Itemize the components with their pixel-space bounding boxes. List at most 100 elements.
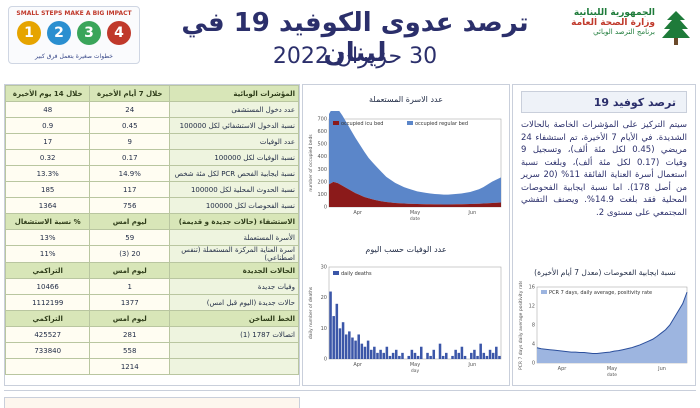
bar	[476, 355, 479, 359]
table-cell-label: عدد دخول المستشفى	[169, 101, 299, 118]
deaths-chart-title: عدد الوفيات حسب اليوم	[365, 245, 447, 254]
table-cell-value: 14.9%	[89, 165, 171, 182]
y-tick-label: 400	[317, 154, 327, 160]
bar	[454, 349, 457, 359]
table-cell-value: 1112199	[4, 294, 91, 311]
legend-swatch	[541, 290, 547, 294]
table-cell-value: 48	[4, 101, 91, 118]
bar	[360, 343, 364, 359]
y-tick-label: 30	[321, 265, 327, 271]
y-tick-label: 600	[317, 129, 327, 135]
bar	[394, 349, 398, 359]
y-tick-label: 20	[321, 295, 327, 301]
x-tick-label: May	[410, 362, 420, 368]
bar	[344, 334, 348, 359]
bar	[451, 355, 454, 359]
bar	[485, 355, 489, 359]
statistics-table: المؤشرات الوبائية خلال 7 أيام الأخيرة خلال…	[4, 85, 299, 375]
table-header-row: الخط الساخن ليوم امس التراكمي	[4, 310, 299, 327]
table-cell-value: 1364	[4, 197, 91, 214]
table-cell-value: % نسبة الاستشغال	[4, 213, 91, 230]
bar	[429, 355, 432, 359]
table-cell-value: خلال 7 أيام الأخيرة	[89, 85, 171, 102]
legend-swatch	[333, 271, 339, 275]
bar	[388, 355, 392, 359]
table-row: نسبة الوفيات لكل 100000 0.17 0.32	[4, 149, 299, 166]
table-cell-label: الاستشفاء (حالات جديدة و قديمة)	[169, 213, 299, 230]
table-cell-value: 0.17	[89, 149, 171, 166]
step-4-badge: 4	[107, 21, 131, 45]
bar	[351, 337, 354, 359]
table-cell-value: ليوم امس	[89, 213, 171, 230]
page-title: ترصد عدوى الكوفيد 19 في لبنان	[181, 8, 529, 68]
table-cell-value: 0.45	[89, 117, 171, 134]
next-section-strip	[4, 390, 696, 408]
table-cell-value: 756	[89, 197, 171, 214]
table-row: عدد الوفيات 9 17	[4, 133, 299, 150]
table-cell-value: 1377	[89, 294, 171, 311]
y-axis-label: PCR 7 days daily average positivity rate	[518, 281, 524, 370]
table-header-row: الاستشفاء (حالات جديدة و قديمة) ليوم امس%…	[4, 213, 299, 230]
x-tick-label: May	[607, 366, 617, 372]
bar	[341, 322, 345, 359]
y-tick-label: 700	[317, 117, 327, 123]
table-cell-value: 0.9	[4, 117, 91, 134]
step-2-badge: 2	[47, 21, 71, 45]
bar	[410, 349, 414, 359]
table-cell-value: 17	[4, 133, 91, 150]
table-row: 1214	[4, 358, 299, 375]
bar	[488, 349, 492, 359]
y-tick-label: 100	[317, 192, 327, 198]
bar	[479, 343, 482, 359]
x-tick-label: Apr	[353, 362, 363, 368]
table-cell-label: نسبة الوفيات لكل 100000	[169, 149, 299, 166]
legend-entry: occupied regular bed	[415, 121, 468, 127]
bar	[416, 355, 420, 359]
y-axis-label: number of occupied beds	[308, 134, 314, 192]
table-cell-value: التراكمي	[4, 262, 91, 279]
legend-entry: PCR 7 days, daily average, positivity ra…	[549, 290, 652, 296]
positivity-chart-title: نسبة ايجابية الفحوصات (معدل 7 أيام الأخي…	[534, 268, 676, 277]
table-cell-label: الأسرة المستعملة	[169, 229, 299, 246]
bar	[398, 355, 401, 359]
cedar-icon	[662, 11, 690, 45]
table-cell-value: 185	[4, 181, 91, 198]
legend-swatch	[333, 121, 339, 125]
campaign-logo-title: SMALL STEPS MAKE A BIG IMPACT	[16, 10, 132, 17]
bar	[373, 346, 376, 359]
y-tick-label: 0	[532, 361, 535, 367]
positivity-area	[537, 292, 687, 363]
table-cell-value: 117	[89, 181, 171, 198]
table-cell-value: 1214	[89, 358, 171, 375]
table-row: وفيات جديدة 1 10466	[4, 278, 299, 295]
ministry-logo: الجمهورية اللبنانية وزارة الصحة العامة ب…	[545, 6, 695, 56]
table-cell-value: خلال 14 يوم الأخيرة	[4, 85, 91, 102]
bar	[432, 349, 436, 359]
series-regular-bed-area	[329, 111, 501, 205]
bar	[482, 352, 486, 359]
bar	[457, 352, 461, 359]
bar	[473, 349, 476, 359]
ministry-line-1: الجمهورية اللبنانية	[573, 8, 655, 18]
bar	[391, 352, 395, 359]
table-cell-value: 10466	[4, 278, 91, 295]
x-tick-label: Apr	[353, 210, 363, 216]
bar	[385, 346, 389, 359]
bar	[495, 346, 498, 359]
table-row: نسبة ايجابية الفحص PCR لكل مئة شخص 14.9% 1…	[4, 165, 299, 182]
bar	[335, 303, 339, 359]
y-tick-label: 4	[532, 342, 535, 348]
summary-text: سيتم التركيز على المؤشرات الخاصة بالحالا…	[521, 120, 687, 218]
table-cell-value: التراكمي	[4, 310, 91, 327]
table-cell-value: 0.32	[4, 149, 91, 166]
x-tick-label: Jun	[467, 210, 476, 216]
table-cell-value: 1	[89, 278, 171, 295]
table-cell-value: 20 (3)	[89, 245, 171, 263]
bar	[354, 340, 357, 359]
x-axis-label: date	[607, 372, 617, 378]
bar	[329, 291, 332, 359]
bar	[363, 346, 367, 359]
x-axis-label: day	[411, 368, 420, 374]
table-cell-label: عدد الوفيات	[169, 133, 299, 150]
summary-panel: ترصد كوفيد 19 سيتم التركيز على المؤشرات …	[512, 84, 696, 386]
